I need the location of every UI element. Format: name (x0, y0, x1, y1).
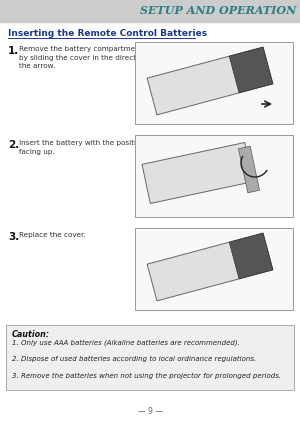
Text: 3. Remove the batteries when not using the projector for prolonged periods.: 3. Remove the batteries when not using t… (12, 373, 281, 379)
Polygon shape (147, 233, 273, 301)
Bar (135, 228, 293, 310)
Text: 2. Dispose of used batteries according to local ordinance regulations.: 2. Dispose of used batteries according t… (12, 356, 256, 362)
Text: — 9 —: — 9 — (138, 407, 162, 416)
Bar (135, 42, 293, 124)
Bar (135, 135, 293, 217)
Text: Caution:: Caution: (12, 330, 50, 339)
Text: Inserting the Remote Control Batteries: Inserting the Remote Control Batteries (8, 30, 207, 39)
Bar (6, 325, 294, 390)
Bar (0, 0, 300, 22)
Text: 1.: 1. (8, 46, 19, 56)
Polygon shape (229, 47, 273, 93)
Text: SETUP AND OPERATION: SETUP AND OPERATION (140, 6, 296, 17)
Polygon shape (142, 142, 253, 204)
Polygon shape (229, 233, 273, 279)
Text: 1. Only use AAA batteries (Alkaline batteries are recommended).: 1. Only use AAA batteries (Alkaline batt… (12, 339, 240, 346)
Text: Remove the battery compartment cover
by sliding the cover in the direction of
th: Remove the battery compartment cover by … (19, 46, 165, 70)
Polygon shape (238, 146, 260, 193)
Text: Insert the battery with the positive side
facing up.: Insert the battery with the positive sid… (19, 140, 162, 155)
Text: 3.: 3. (8, 232, 19, 242)
Polygon shape (147, 47, 273, 115)
Text: 2.: 2. (8, 140, 19, 150)
Text: Replace the cover.: Replace the cover. (19, 232, 86, 238)
